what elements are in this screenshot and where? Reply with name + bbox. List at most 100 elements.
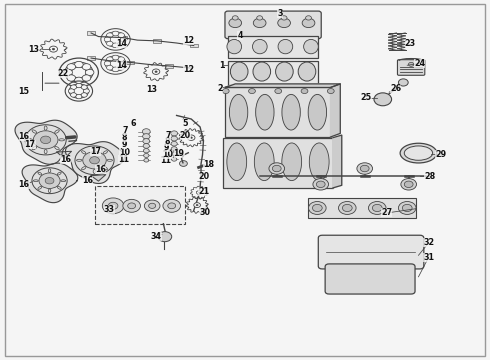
Text: 10: 10 <box>119 148 130 157</box>
Circle shape <box>143 139 150 144</box>
Ellipse shape <box>38 186 42 189</box>
Circle shape <box>144 149 149 153</box>
Ellipse shape <box>76 159 82 161</box>
Ellipse shape <box>282 143 302 181</box>
Circle shape <box>121 61 127 66</box>
Text: 9: 9 <box>122 140 127 149</box>
Circle shape <box>253 18 266 28</box>
Bar <box>153 39 161 42</box>
Text: 34: 34 <box>150 232 162 241</box>
Circle shape <box>144 153 149 157</box>
Circle shape <box>118 33 124 37</box>
Circle shape <box>409 62 414 66</box>
Ellipse shape <box>404 146 433 160</box>
Circle shape <box>360 165 369 172</box>
Bar <box>165 64 173 68</box>
Circle shape <box>171 147 177 151</box>
Ellipse shape <box>230 62 248 81</box>
Bar <box>228 60 318 85</box>
Ellipse shape <box>304 40 318 54</box>
Text: 9: 9 <box>164 143 170 152</box>
Circle shape <box>25 125 66 155</box>
Circle shape <box>143 129 150 134</box>
Text: 21: 21 <box>198 187 209 196</box>
FancyBboxPatch shape <box>325 264 415 294</box>
Polygon shape <box>333 135 342 188</box>
Ellipse shape <box>282 94 300 130</box>
Circle shape <box>72 67 86 78</box>
Ellipse shape <box>49 189 51 193</box>
Circle shape <box>74 77 83 84</box>
Circle shape <box>196 191 202 194</box>
Text: 30: 30 <box>199 208 210 217</box>
Circle shape <box>104 61 111 66</box>
Text: 20: 20 <box>198 172 209 181</box>
Circle shape <box>112 55 119 60</box>
Ellipse shape <box>33 180 38 182</box>
Circle shape <box>402 204 412 212</box>
Text: 23: 23 <box>405 39 416 48</box>
Circle shape <box>401 179 416 190</box>
Text: 5: 5 <box>183 119 188 128</box>
Text: 11: 11 <box>160 157 172 166</box>
Ellipse shape <box>61 180 66 182</box>
Circle shape <box>108 202 118 210</box>
Polygon shape <box>331 84 340 137</box>
Circle shape <box>171 136 177 141</box>
Bar <box>87 31 95 35</box>
Ellipse shape <box>256 94 274 130</box>
Circle shape <box>102 198 124 214</box>
Circle shape <box>144 158 149 162</box>
Circle shape <box>110 35 121 44</box>
Text: 29: 29 <box>435 150 446 159</box>
Circle shape <box>281 16 287 20</box>
Circle shape <box>339 202 356 215</box>
Ellipse shape <box>252 40 267 54</box>
Circle shape <box>45 177 54 184</box>
Circle shape <box>75 146 114 175</box>
Circle shape <box>74 61 83 68</box>
Circle shape <box>404 181 413 188</box>
Ellipse shape <box>49 169 51 172</box>
FancyBboxPatch shape <box>225 11 321 39</box>
Polygon shape <box>225 84 340 87</box>
Text: 14: 14 <box>116 39 127 48</box>
Text: 6: 6 <box>131 119 136 128</box>
Circle shape <box>222 89 229 94</box>
Ellipse shape <box>57 186 61 189</box>
Ellipse shape <box>298 62 316 81</box>
Bar <box>190 44 197 47</box>
Text: 27: 27 <box>381 208 392 217</box>
Polygon shape <box>22 163 78 203</box>
Polygon shape <box>91 175 106 181</box>
Circle shape <box>357 163 372 174</box>
Ellipse shape <box>59 139 65 141</box>
Ellipse shape <box>253 62 270 81</box>
Circle shape <box>110 59 121 68</box>
Circle shape <box>229 18 242 28</box>
Circle shape <box>39 173 60 189</box>
Circle shape <box>198 192 200 193</box>
Text: 16: 16 <box>96 165 106 174</box>
Circle shape <box>343 204 352 212</box>
Text: 25: 25 <box>361 93 372 102</box>
Text: 32: 32 <box>423 238 434 247</box>
Text: 13: 13 <box>28 45 39 54</box>
Circle shape <box>155 71 157 73</box>
Circle shape <box>172 152 177 156</box>
Ellipse shape <box>400 143 437 163</box>
Circle shape <box>398 79 408 86</box>
Text: 1: 1 <box>219 61 224 70</box>
Circle shape <box>158 231 172 242</box>
Text: 22: 22 <box>58 69 69 78</box>
Text: 24: 24 <box>415 59 425 68</box>
Ellipse shape <box>278 40 293 54</box>
Circle shape <box>82 75 91 81</box>
Polygon shape <box>57 151 72 158</box>
Ellipse shape <box>103 151 107 154</box>
Text: 17: 17 <box>91 147 101 156</box>
Ellipse shape <box>93 147 96 151</box>
Circle shape <box>67 64 75 70</box>
Bar <box>228 36 318 58</box>
Text: 7: 7 <box>122 126 128 135</box>
